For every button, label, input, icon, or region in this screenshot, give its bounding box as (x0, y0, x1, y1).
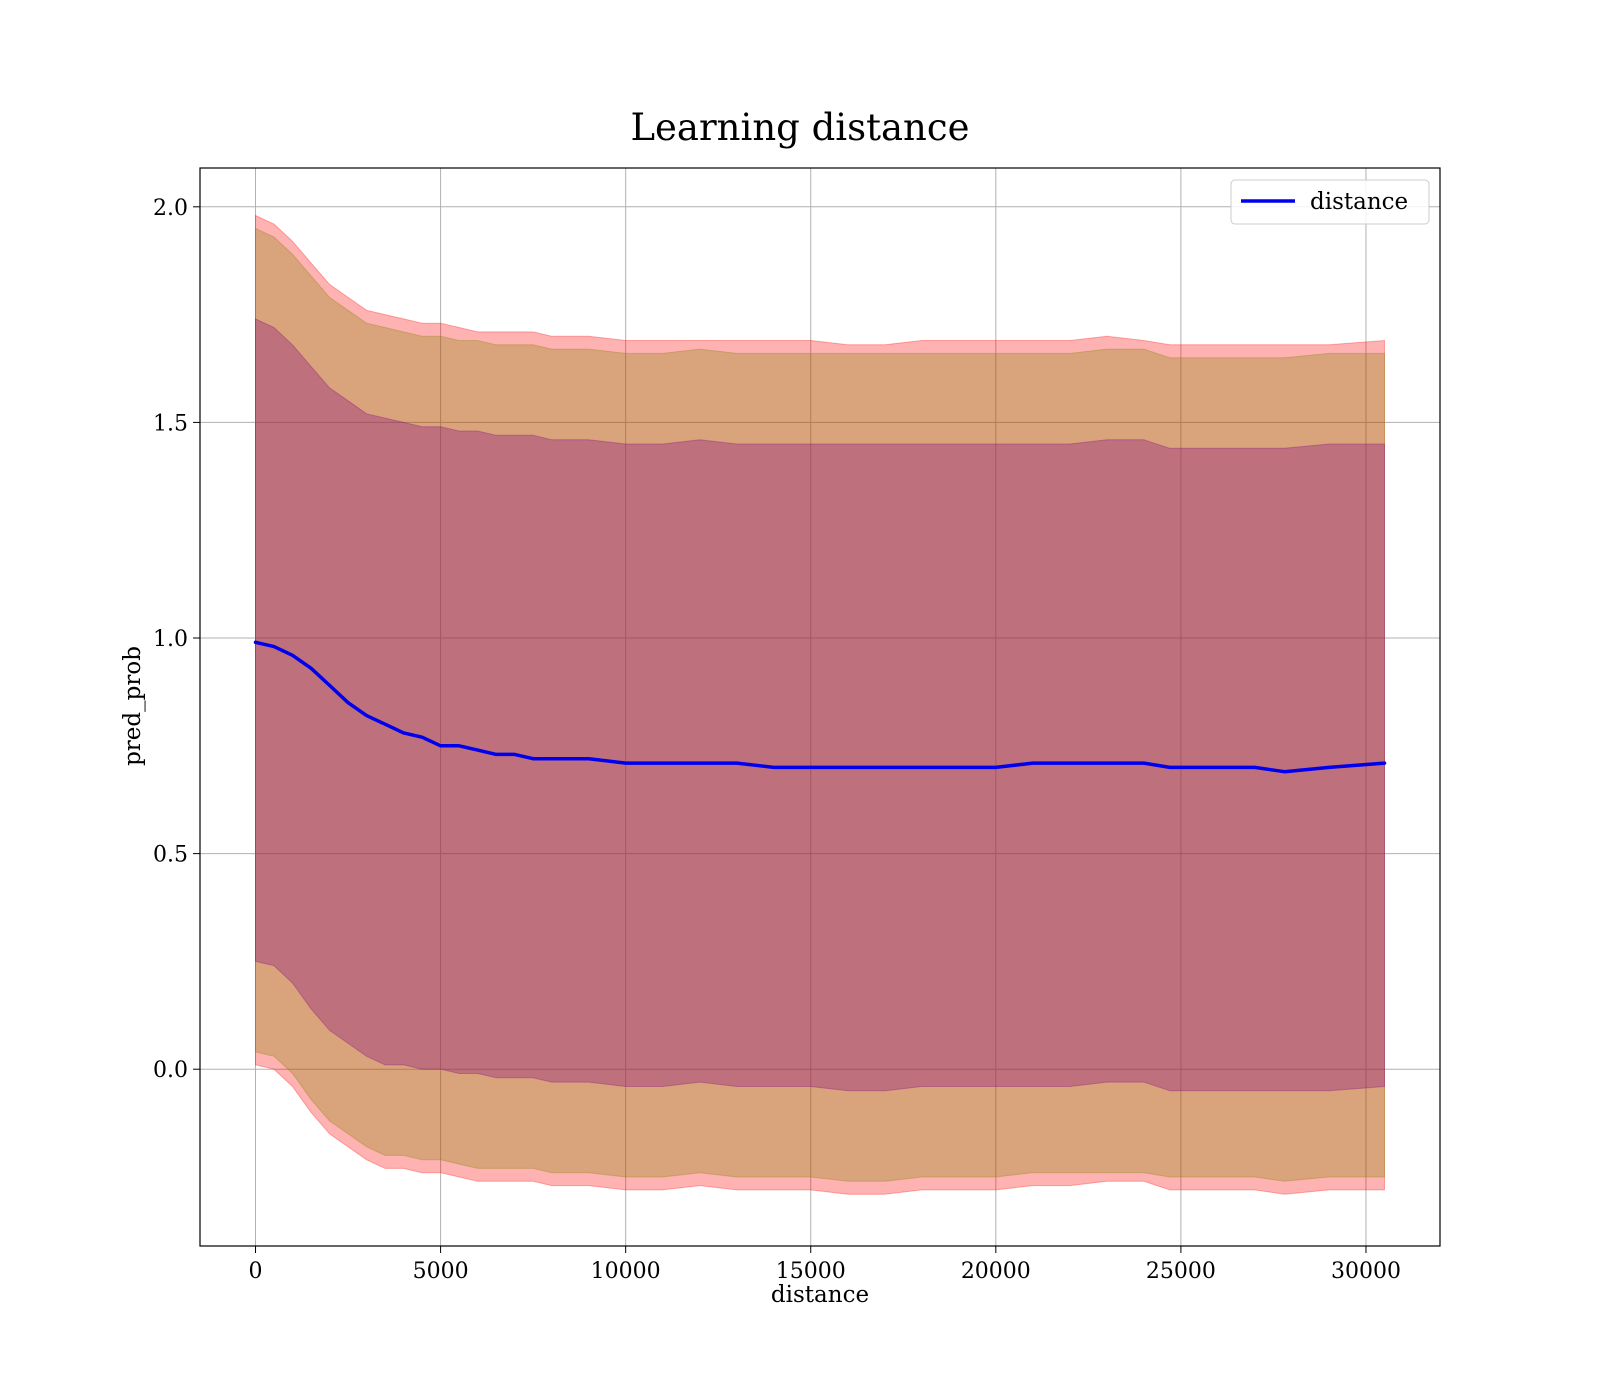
plot-frame (199, 167, 1441, 1247)
series-lines (253, 640, 1387, 774)
y-tick-label: 1.0 (153, 627, 188, 652)
x-tick-label: 5000 (413, 1259, 469, 1284)
confidence-band-1 (255, 214, 1385, 1195)
x-axis-label: distance (771, 1282, 869, 1308)
x-tick-label: 25000 (1146, 1259, 1216, 1284)
y-tick-label: 2.0 (153, 196, 188, 221)
y-axis-label: pred_prob (120, 646, 146, 766)
y-tick-label: 0.5 (153, 843, 188, 868)
legend-label-distance: distance (1310, 189, 1408, 215)
x-tick-label: 10000 (591, 1259, 661, 1284)
x-tick-label: 30000 (1331, 1259, 1401, 1284)
x-tick-label: 15000 (776, 1259, 846, 1284)
x-tick-label: 0 (249, 1259, 263, 1284)
x-tick-label: 20000 (961, 1259, 1031, 1284)
y-tick-label: 0.0 (153, 1058, 188, 1083)
grid-lines (200, 168, 1440, 1246)
legend: distance (1230, 179, 1430, 225)
confidence-band-3 (255, 318, 1385, 1092)
x-axis-ticks: 0 5000 10000 15000 20000 25000 30000 (249, 1246, 1401, 1284)
chart-title: Learning distance (630, 106, 969, 149)
y-axis-ticks: 0.0 0.5 1.0 1.5 2.0 (153, 196, 200, 1083)
legend-box (1230, 179, 1430, 225)
confidence-band-2 (255, 227, 1385, 1182)
series-line-distance (253, 640, 1387, 774)
confidence-bands (255, 214, 1385, 1195)
y-tick-label: 1.5 (153, 411, 188, 436)
